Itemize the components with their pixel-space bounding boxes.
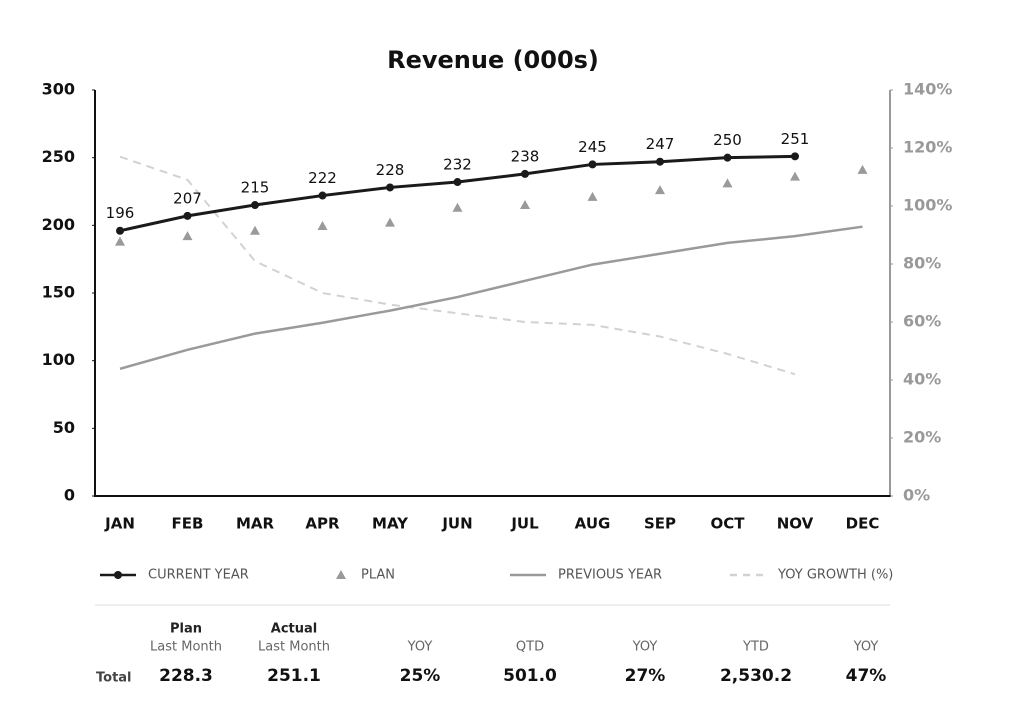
x-tick-label: MAY	[372, 515, 409, 533]
data-label: 238	[511, 147, 540, 165]
data-label: 222	[308, 169, 337, 187]
point	[183, 211, 192, 220]
legend-label: YOY GROWTH (%)	[777, 568, 893, 583]
point	[521, 169, 529, 178]
point	[722, 178, 733, 188]
y2-tick-label: 80%	[903, 254, 941, 273]
x-tick-label: DEC	[846, 515, 880, 533]
x-tick-label: OCT	[711, 515, 746, 533]
y2-tick-label: 0%	[903, 486, 930, 505]
column-subheader: QTD	[516, 640, 544, 655]
point	[857, 164, 868, 174]
x-tick-label: JUL	[510, 515, 539, 533]
point	[588, 160, 597, 169]
y2-tick-label: 20%	[903, 428, 941, 447]
data-label: 228	[376, 161, 405, 179]
cell-value: 251.1	[267, 666, 321, 686]
y2-tick-label: 40%	[903, 370, 941, 389]
x-tick-label: JUN	[441, 515, 472, 533]
point	[587, 191, 598, 201]
legend-label: PREVIOUS YEAR	[558, 568, 662, 583]
y-tick-label: 0	[64, 486, 75, 505]
cell-value: 228.3	[159, 666, 213, 686]
data-label: 251	[781, 130, 810, 148]
y2-tick-label: 120%	[903, 138, 952, 157]
point	[251, 201, 259, 210]
point	[318, 191, 327, 200]
point	[182, 231, 193, 241]
legend-swatch	[114, 571, 122, 579]
data-label: 250	[713, 131, 742, 149]
point	[790, 171, 800, 181]
series-line	[119, 225, 863, 370]
chart-title: Revenue (000s)	[387, 46, 599, 74]
legend-label: CURRENT YEAR	[148, 568, 249, 583]
point	[453, 178, 462, 187]
cell-value: 501.0	[503, 666, 557, 686]
x-tick-label: NOV	[777, 515, 814, 533]
cell-value: 2,530.2	[720, 666, 792, 686]
y-tick-label: 300	[42, 80, 75, 99]
x-tick-label: FEB	[172, 515, 204, 533]
data-label: 232	[443, 156, 472, 174]
x-tick-label: APR	[305, 515, 340, 533]
point	[655, 185, 665, 195]
column-subheader: YTD	[742, 640, 769, 655]
x-tick-label: AUG	[575, 515, 611, 533]
point	[116, 226, 124, 235]
data-label: 247	[646, 135, 675, 153]
point	[791, 152, 799, 161]
point	[520, 200, 530, 210]
column-subheader: Last Month	[258, 640, 330, 655]
x-tick-label: MAR	[236, 515, 275, 533]
column-subheader: Last Month	[150, 640, 222, 655]
legend-label: PLAN	[361, 568, 395, 583]
point	[250, 225, 260, 235]
point	[656, 157, 664, 166]
point	[115, 236, 125, 246]
legend-swatch	[336, 570, 346, 579]
cell-value: 27%	[625, 666, 666, 686]
y-tick-label: 150	[42, 283, 75, 302]
y-tick-label: 200	[42, 215, 75, 234]
point	[723, 153, 732, 162]
x-tick-label: JAN	[104, 515, 135, 533]
cell-value: 47%	[846, 666, 887, 686]
y-tick-label: 100	[42, 350, 75, 369]
y-tick-label: 250	[42, 147, 75, 166]
column-subheader: YOY	[632, 640, 658, 655]
y-tick-label: 50	[53, 418, 75, 437]
data-label: 196	[106, 204, 135, 222]
point	[452, 202, 463, 212]
y2-tick-label: 60%	[903, 312, 941, 331]
row-label: Total	[96, 671, 132, 686]
column-header: Actual	[271, 622, 317, 637]
column-subheader: YOY	[407, 640, 433, 655]
data-label: 215	[241, 179, 270, 197]
column-subheader: YOY	[853, 640, 879, 655]
series-line	[119, 155, 796, 376]
column-header: Plan	[170, 622, 202, 637]
data-label: 245	[578, 138, 607, 156]
cell-value: 25%	[400, 666, 441, 686]
point	[385, 217, 395, 227]
data-label: 207	[173, 189, 202, 207]
x-tick-label: SEP	[644, 515, 676, 533]
point	[317, 221, 328, 231]
point	[386, 183, 394, 192]
y2-tick-label: 140%	[903, 80, 952, 99]
y2-tick-label: 100%	[903, 196, 952, 215]
